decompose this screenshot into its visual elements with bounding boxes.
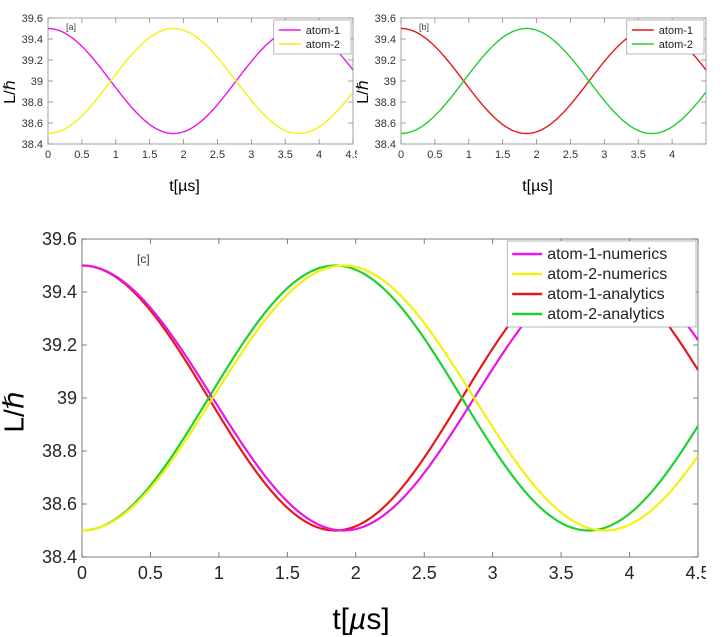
ytick-label: 39 — [57, 388, 77, 408]
xtick-label: 1 — [113, 149, 119, 161]
xtick-label: 1.5 — [275, 563, 300, 583]
panel-c-plot-area: 0 0.5 1 1.5 2 2.5 3 3.5 4 4.5 38.4 38.6 38.8 39 39.2 39… — [42, 229, 706, 583]
top-panel-row: L/ℏ 0 0.5 1 1.5 2 2.5 3 3.5 4 4.5 38.4 38.6 38.8 39 39… — [12, 12, 710, 172]
legend-label: atom-2-analytics — [547, 306, 664, 323]
ytick-label: 38.6 — [22, 118, 43, 130]
panel-b-plot-area: 0 0.5 1 1.5 2 2.5 3 3.5 4 38.4 38.6 38.8 39 39.2 39.4 3… — [375, 13, 706, 161]
legend-label: atom-1-analytics — [547, 286, 664, 303]
ytick-label: 39.4 — [42, 282, 77, 302]
xtick-label: 4 — [669, 149, 675, 161]
xtick-label: 1 — [214, 563, 224, 583]
xtick-label: 1.5 — [142, 149, 157, 161]
panel-c-xlabel: t[µs] — [332, 603, 389, 637]
ytick-label: 38.8 — [42, 441, 77, 461]
xtick-label: 2.5 — [210, 149, 225, 161]
ytick-label: 39.2 — [42, 335, 77, 355]
legend: atom-1-numerics atom-2-numerics atom-1-ana… — [507, 241, 696, 327]
panel-tag: [a] — [66, 22, 76, 32]
ytick-label: 38.6 — [42, 494, 77, 514]
ytick-label: 39.6 — [375, 13, 396, 25]
ytick-label: 38.8 — [375, 97, 396, 109]
panel-tag: [b] — [419, 22, 429, 32]
legend-label: atom-2 — [306, 39, 340, 51]
panel-tag: [c] — [137, 252, 150, 266]
panel-a: L/ℏ 00.511.522.533.544.538.438.638.83939… — [12, 12, 357, 172]
ytick-label: 38.4 — [375, 139, 396, 151]
ytick-label: 38.4 — [22, 139, 43, 151]
xtick-label: 4.5 — [345, 149, 357, 161]
ytick-label: 38.8 — [22, 97, 43, 109]
panel-a-svg: 0 0.5 1 1.5 2 2.5 3 3.5 4 4.5 38.4 38.6 38.8 39 39.2 39… — [12, 12, 357, 172]
xtick-label: 0 — [45, 149, 51, 161]
panel-b-ylabel: L/ℏ — [353, 80, 373, 103]
xtick-label: 3.5 — [631, 149, 646, 161]
xtick-label: 2 — [351, 563, 361, 583]
legend: atom-1 atom-2 — [274, 20, 351, 54]
xtick-label: 0 — [77, 563, 87, 583]
xtick-label: 1.5 — [495, 149, 510, 161]
panel-b-xlabel: t[µs] — [522, 178, 553, 196]
xtick-label: 1 — [466, 149, 472, 161]
xtick-label: 2.5 — [412, 563, 437, 583]
ytick-label: 39.6 — [42, 229, 77, 249]
xtick-label: 3 — [248, 149, 254, 161]
xtick-label: 4 — [625, 563, 635, 583]
ytick-label: 39.2 — [22, 55, 43, 67]
xtick-label: 3 — [601, 149, 607, 161]
panel-a-xlabel: t[µs] — [169, 178, 200, 196]
xtick-label: 2 — [180, 149, 186, 161]
ytick-label: 39.6 — [22, 13, 43, 25]
ytick-label: 38.6 — [375, 118, 396, 130]
xtick-label: 0.5 — [138, 563, 163, 583]
legend-label: atom-1 — [306, 25, 340, 37]
xtick-label: 3.5 — [549, 563, 574, 583]
panel-a-plot-area: 0 0.5 1 1.5 2 2.5 3 3.5 4 4.5 38.4 38.6 38.8 39 39.2 39… — [22, 13, 357, 161]
ytick-label: 39.4 — [22, 34, 43, 46]
legend-label: atom-2 — [659, 39, 693, 51]
legend-label: atom-2-numerics — [547, 266, 667, 283]
panel-c-ylabel: L/ℏ — [0, 391, 31, 432]
legend-label: atom-1 — [659, 25, 693, 37]
ytick-label: 39 — [384, 76, 396, 88]
xtick-label: 2.5 — [563, 149, 578, 161]
panel-a-ylabel: L/ℏ — [0, 80, 20, 103]
xtick-label: 4.5 — [685, 563, 706, 583]
xtick-label: 3 — [488, 563, 498, 583]
panel-b: L/ℏ 00.511.522.533.5438.438.638.83939.23… — [365, 12, 710, 172]
xtick-label: 4 — [316, 149, 322, 161]
legend: atom-1 atom-2 — [627, 20, 704, 54]
xtick-label: 3.5 — [278, 149, 293, 161]
panel-c-svg: 0 0.5 1 1.5 2 2.5 3 3.5 4 4.5 38.4 38.6 38.8 39 39.2 39… — [16, 227, 706, 597]
ytick-label: 39 — [31, 76, 43, 88]
xtick-label: 0 — [398, 149, 404, 161]
ytick-label: 39.4 — [375, 34, 396, 46]
ytick-label: 39.2 — [375, 55, 396, 67]
panel-b-svg: 0 0.5 1 1.5 2 2.5 3 3.5 4 38.4 38.6 38.8 39 39.2 39.4 3… — [365, 12, 710, 172]
ytick-label: 38.4 — [42, 547, 77, 567]
xtick-label: 0.5 — [427, 149, 442, 161]
legend-label: atom-1-numerics — [547, 246, 667, 263]
xtick-label: 0.5 — [74, 149, 89, 161]
panel-c: L/ℏ 00.511.522.533.544.538.438.638.83939… — [16, 227, 706, 597]
xtick-label: 2 — [533, 149, 539, 161]
